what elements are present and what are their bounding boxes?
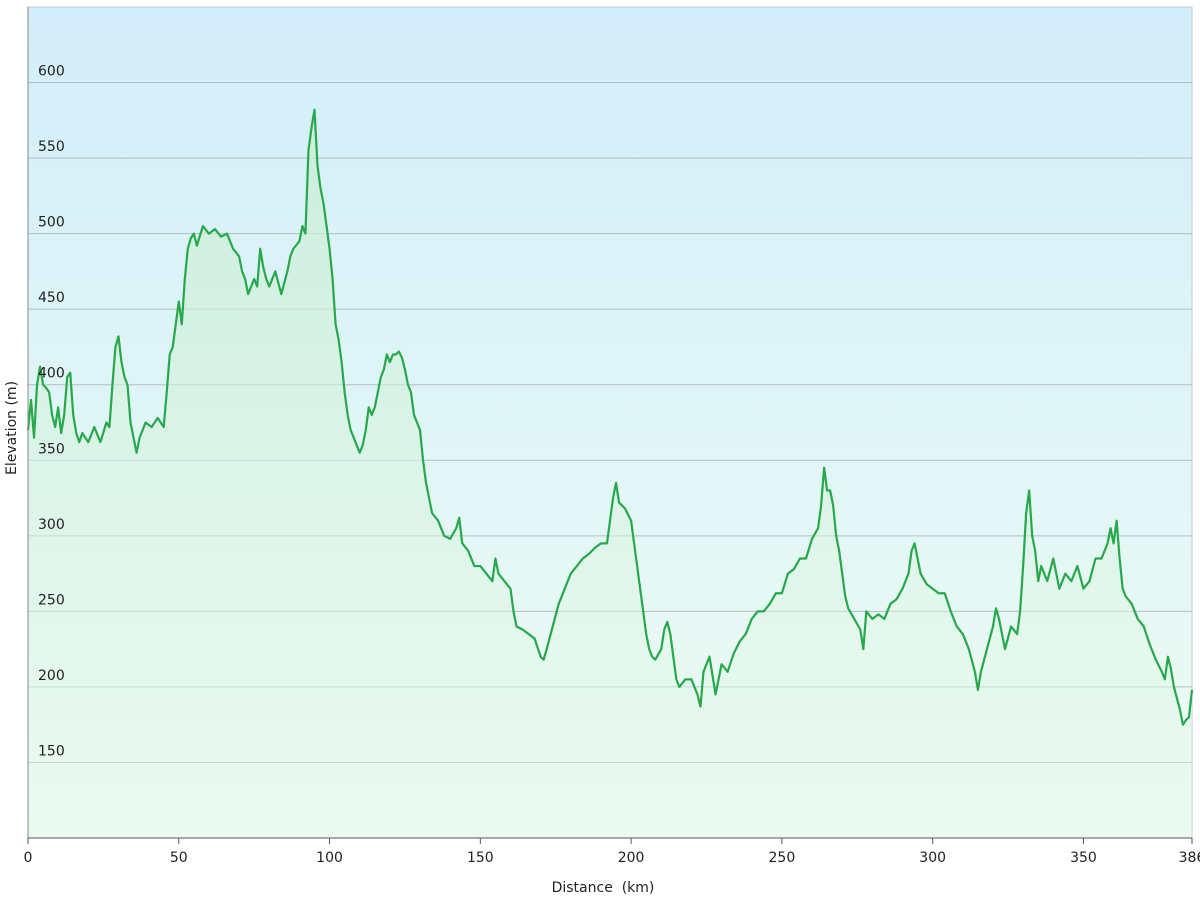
x-tick-label: 250: [769, 850, 796, 866]
y-tick-label: 550: [38, 139, 65, 155]
y-tick-label: 600: [38, 64, 65, 80]
x-tick-label: 0: [24, 850, 33, 866]
y-tick-label: 400: [38, 366, 65, 382]
y-axis-label: Elevation (m): [4, 381, 20, 475]
x-tick-label: 100: [316, 850, 343, 866]
x-tick-label: 300: [919, 850, 946, 866]
y-tick-label: 450: [38, 290, 65, 306]
y-tick-label: 200: [38, 668, 65, 684]
x-tick-label: 350: [1070, 850, 1097, 866]
elevation-line: [26, 108, 1194, 726]
x-tick-label: 150: [467, 850, 494, 866]
y-tick-label: 350: [38, 441, 65, 457]
x-tick-label: 386: [1179, 850, 1200, 866]
x-tick-label: 200: [618, 850, 645, 866]
area-fill: [28, 109, 1192, 839]
y-tick-label: 250: [38, 592, 65, 608]
x-axis-label: Distance (km): [552, 880, 655, 896]
x-tick-label: 50: [170, 850, 188, 866]
y-tick-label: 500: [38, 215, 65, 231]
y-tick-label: 150: [38, 743, 65, 759]
y-tick-label: 300: [38, 517, 65, 533]
